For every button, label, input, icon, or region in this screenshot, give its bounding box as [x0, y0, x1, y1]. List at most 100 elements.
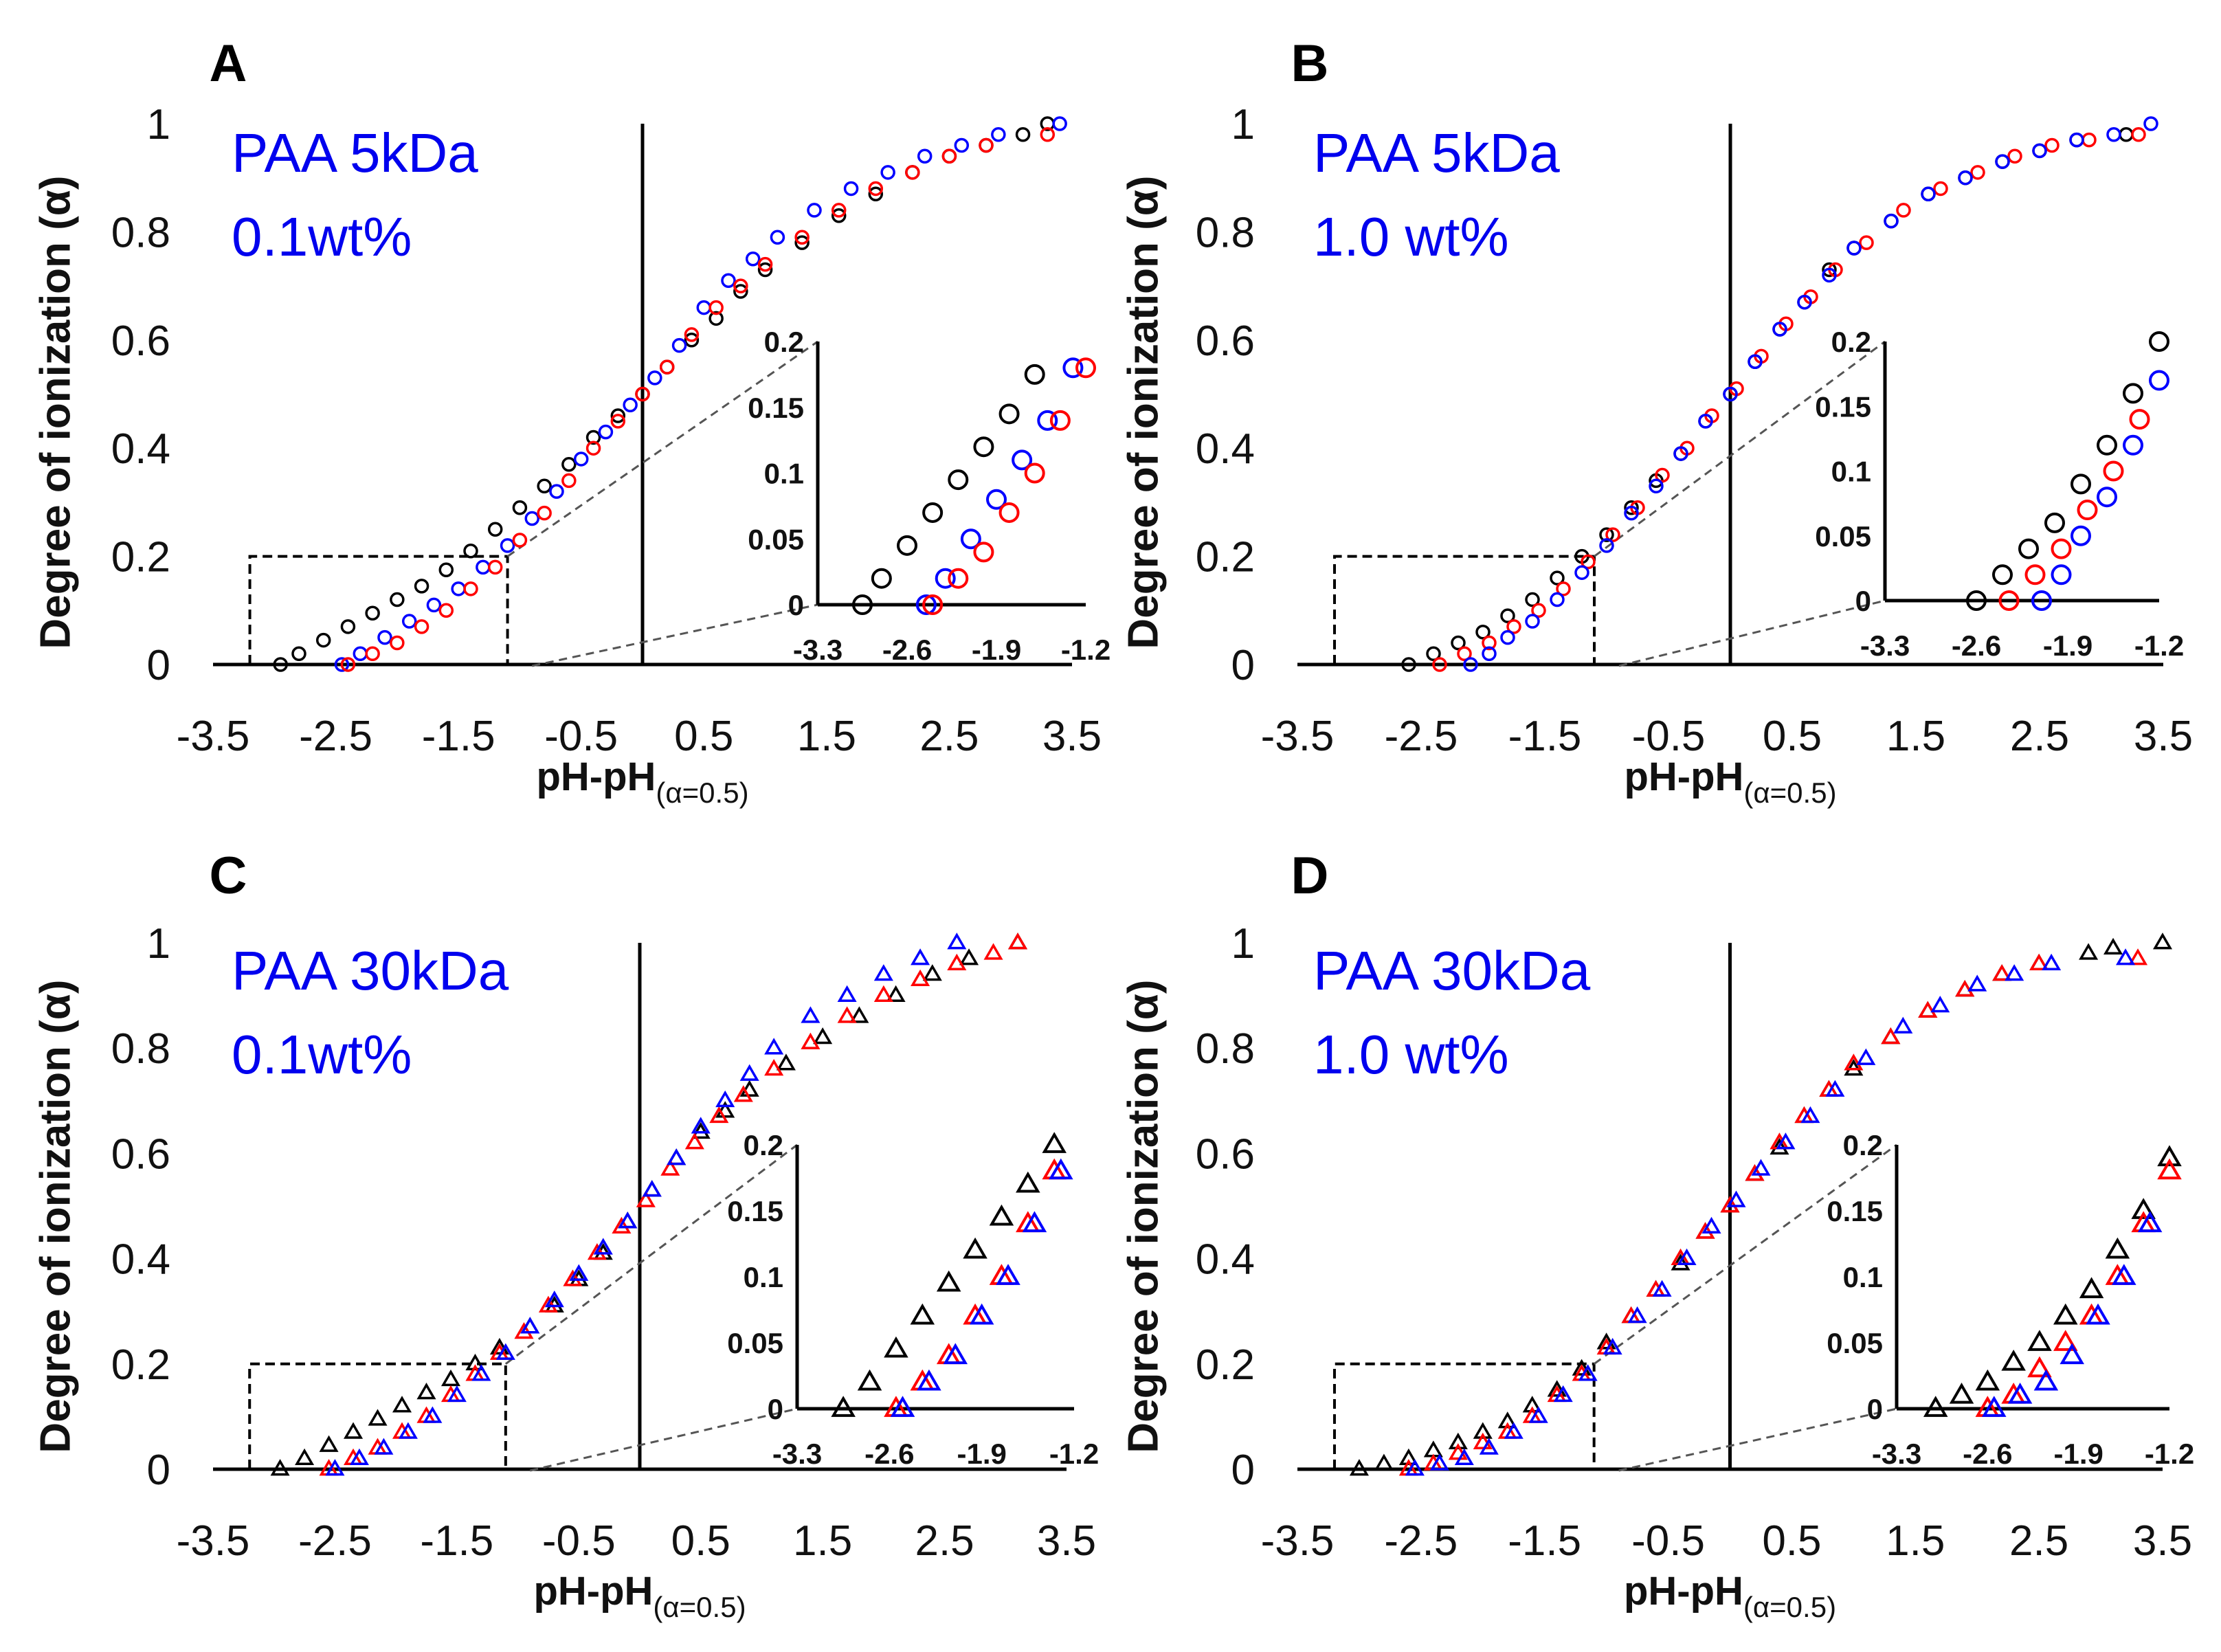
x-tick-label: 2.5 [2010, 713, 2069, 760]
x-tick-label: -0.5 [1632, 713, 1706, 760]
panel-d: D -3.5 -2.5 -1.5 -0.5 0.5 1.5 2.5 3.5 0 0.2 0.4 0.6 0… [1119, 847, 2194, 1623]
data-point-circle [1062, 357, 1084, 379]
data-point-triangle [593, 1238, 613, 1255]
data-point-triangle [739, 1080, 759, 1097]
data-point-circle [2077, 500, 2098, 521]
data-point-circle [868, 181, 884, 197]
inset-series-0 [831, 1132, 1067, 1417]
data-point-triangle [2005, 964, 2024, 981]
panel-b: B -3.5 -2.5 -1.5 -0.5 0.5 1.5 2.5 3.5 0 0.2 0.4 0.6 0… [1119, 34, 2193, 809]
inset-x-tick-label: -3.3 [793, 634, 842, 666]
data-point-triangle [636, 1190, 656, 1207]
data-point-triangle [2079, 1277, 2104, 1299]
data-point-circle [623, 397, 638, 412]
data-point-triangle [1745, 1164, 1765, 1181]
y-tick-label: 1 [1231, 101, 1255, 148]
y-tick-label: 1 [147, 920, 170, 968]
data-point-triangle [1578, 1364, 1598, 1381]
data-point-circle [334, 657, 350, 672]
x-tick-label: -2.5 [299, 713, 372, 760]
data-point-triangle [2042, 953, 2062, 970]
data-point-triangle [691, 1121, 711, 1139]
y-tick-label: 0.6 [1196, 317, 1255, 365]
inset-x-tick-label: -1.2 [1061, 634, 1110, 666]
data-point-triangle [1992, 964, 2012, 981]
data-point-circle [998, 502, 1020, 523]
data-point-circle [757, 262, 773, 278]
data-point-circle [2123, 383, 2143, 404]
inset-y-tick-label: 0.05 [1815, 520, 1871, 552]
inset-zoom-plot: -3.3 -2.6 -1.9 -1.2 0 0.05 0.1 0.15 0.2 [748, 326, 1110, 666]
data-point-triangle [1893, 1016, 1913, 1034]
data-point-triangle [667, 1148, 687, 1165]
x-axis-label: pH-pH(α=0.5) [536, 755, 748, 809]
data-point-triangle [368, 1409, 388, 1426]
data-point-triangle [1652, 1280, 1672, 1297]
y-tick-label: 1 [1231, 920, 1255, 968]
data-point-triangle [344, 1422, 364, 1439]
data-point-circle [1432, 657, 1447, 672]
inset-y-tick-label: 0.1 [764, 458, 804, 490]
inset-x-tick-label: -3.3 [772, 1438, 822, 1470]
data-point-circle [1012, 449, 1033, 471]
data-point-circle [476, 559, 491, 575]
data-point-circle [948, 469, 969, 491]
panel-title-line: 0.1wt% [232, 206, 412, 267]
inset-y-tick-label: 0.1 [1831, 456, 1871, 488]
data-point-triangle [1967, 974, 1987, 992]
data-point-circle [880, 165, 895, 180]
data-point-circle [2044, 137, 2060, 153]
data-point-triangle [295, 1448, 315, 1466]
data-point-circle [1426, 646, 1441, 662]
data-point-triangle [489, 1337, 509, 1355]
data-point-triangle [612, 1216, 632, 1234]
inset-series-2 [890, 1158, 1073, 1417]
data-point-circle [831, 203, 847, 218]
inset-series-1 [915, 357, 1084, 615]
data-point-triangle [440, 1369, 461, 1387]
data-point-circle [1998, 590, 2020, 611]
data-point-triangle [325, 1459, 345, 1476]
inset-y-tick-label: 0.2 [1831, 326, 1871, 358]
data-point-circle [463, 581, 478, 596]
data-point-triangle [1918, 1001, 1938, 1018]
x-axis-label-subscript: (α=0.5) [656, 777, 748, 809]
data-point-circle [1482, 635, 1497, 651]
data-point-circle [500, 538, 515, 553]
data-point-circle [610, 414, 626, 429]
data-point-triangle [642, 1180, 662, 1197]
panel-title-line: 0.1wt% [232, 1024, 412, 1085]
panel-c: C -3.5 -2.5 -1.5 -0.5 0.5 1.5 2.5 3.5 0 0.2 0.4 0.6 0… [32, 847, 1099, 1623]
data-point-triangle [2033, 1369, 2059, 1391]
x-tick-label: 2.5 [915, 1517, 974, 1565]
data-point-circle [1574, 565, 1589, 580]
data-point-triangle [2103, 937, 2123, 955]
data-point-circle [1506, 619, 1521, 634]
data-point-triangle [2060, 1343, 2084, 1365]
data-point-circle [831, 208, 847, 223]
panel-letter: C [210, 847, 247, 905]
data-point-triangle [715, 1090, 735, 1108]
data-point-circle [585, 440, 601, 456]
data-point-circle [512, 500, 528, 515]
data-point-triangle [1042, 1132, 1067, 1153]
data-point-circle [794, 230, 810, 245]
data-point-circle [340, 657, 356, 672]
data-point-triangle [447, 1385, 467, 1403]
data-point-circle [2131, 126, 2146, 142]
data-point-triangle [1448, 1443, 1468, 1460]
x-tick-label: 3.5 [2133, 1517, 2192, 1565]
data-point-triangle [1497, 1411, 1517, 1429]
data-point-triangle [2053, 1330, 2078, 1351]
data-point-circle [1673, 446, 1688, 461]
data-point-triangle [1671, 1253, 1690, 1271]
data-point-circle [1723, 386, 1738, 402]
inset-series-1 [1998, 409, 2150, 611]
panel-letter: A [210, 34, 247, 93]
zoom-connector-line [1618, 1407, 1897, 1472]
data-point-circle [954, 137, 970, 153]
data-point-circle [524, 511, 540, 526]
data-point-triangle [1949, 1382, 1974, 1404]
data-point-triangle [1454, 1448, 1474, 1466]
data-point-circle [1049, 410, 1071, 431]
